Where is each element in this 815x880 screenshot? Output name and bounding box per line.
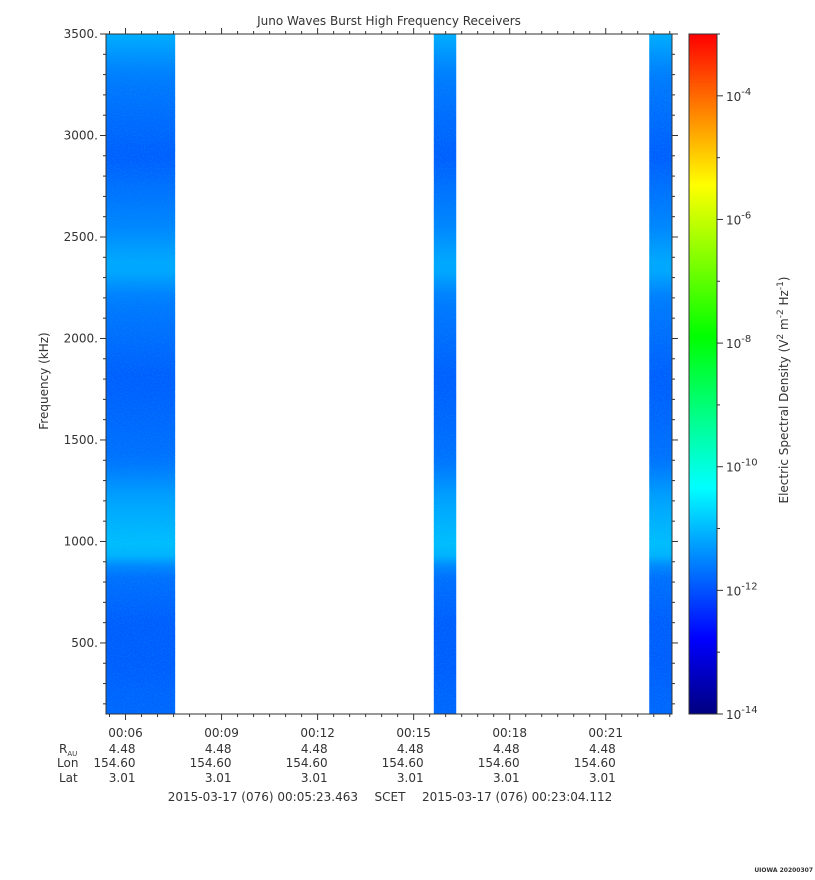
ephemeris-r-value: 4.48 [397,742,424,756]
time-span-start: 2015-03-17 (076) 00:05:23.463 [168,790,358,804]
colorbar: 10-14 10-12 10-10 10-8 10-6 10-4 [688,33,758,722]
y-tick-label: 2000. [64,331,98,345]
ephemeris-lat-value: 3.01 [397,771,424,785]
ephemeris-label-lon: Lon [57,756,78,770]
chart-title: Juno Waves Burst High Frequency Receiver… [256,14,521,28]
y-axis: 500. 1000. 1500. 2000. 2500. 3000. 3500. [64,27,678,705]
ephemeris-label-r: RAU [59,742,77,758]
ephemeris-lat-value: 3.01 [205,771,232,785]
credit-stamp: UIOWA 20200307 [754,867,813,874]
ephemeris-r-value: 4.48 [589,742,616,756]
ephemeris-r-value: 4.48 [301,742,328,756]
spectrogram-segment-texture-1 [106,34,176,714]
colorbar-tick-label: 10-14 [726,705,758,722]
colorbar-tick-label: 10-12 [726,581,758,598]
plot-frame [105,33,673,715]
y-axis-label: Frequency (kHz) [37,332,51,429]
ephemeris-lat-value: 3.01 [493,771,520,785]
y-tick-label: 1500. [64,433,98,447]
y-tick-label: 2500. [64,230,98,244]
x-tick-label: 00:12 [300,726,335,740]
x-tick-label: 00:06 [108,726,143,740]
x-tick-label: 00:21 [588,726,623,740]
spectrogram-heatmap [106,34,672,714]
ephemeris-lon-value: 154.60 [190,756,232,770]
y-tick-label: 1000. [64,534,98,548]
spectrogram-segment-texture-2 [433,34,457,714]
colorbar-tick-label: 10-6 [726,210,751,227]
ephemeris-lon-value: 154.60 [94,756,136,770]
y-tick-label: 500. [71,636,98,650]
ephemeris-table: RAU Lon Lat 4.48154.603.014.48154.603.01… [57,742,616,785]
x-tick-label: 00:09 [204,726,239,740]
colorbar-gradient [688,33,718,715]
ephemeris-label-lat: Lat [59,771,78,785]
ephemeris-r-value: 4.48 [205,742,232,756]
ephemeris-lat-value: 3.01 [301,771,328,785]
colorbar-label: Electric Spectral Density (V2 m-2 Hz-1) [776,276,791,503]
colorbar-tick-label: 10-8 [726,334,751,351]
x-axis: 00:06 00:09 00:12 00:15 00:18 00:21 [108,28,671,740]
time-span-end: 2015-03-17 (076) 00:23:04.112 [422,790,612,804]
y-tick-label: 3000. [64,128,98,142]
y-tick-label: 3500. [64,27,98,41]
ephemeris-lon-value: 154.60 [574,756,616,770]
time-span-frame: SCET [375,790,407,804]
spectrogram-segment-texture-3 [649,34,672,714]
ephemeris-lon-value: 154.60 [286,756,328,770]
ephemeris-lat-value: 3.01 [589,771,616,785]
ephemeris-lon-value: 154.60 [382,756,424,770]
ephemeris-r-value: 4.48 [109,742,136,756]
x-tick-label: 00:18 [492,726,527,740]
ephemeris-r-value: 4.48 [493,742,520,756]
colorbar-tick-label: 10-4 [726,87,751,104]
colorbar-tick-label: 10-10 [726,458,758,475]
ephemeris-lat-value: 3.01 [109,771,136,785]
x-tick-label: 00:15 [396,726,431,740]
ephemeris-lon-value: 154.60 [478,756,520,770]
